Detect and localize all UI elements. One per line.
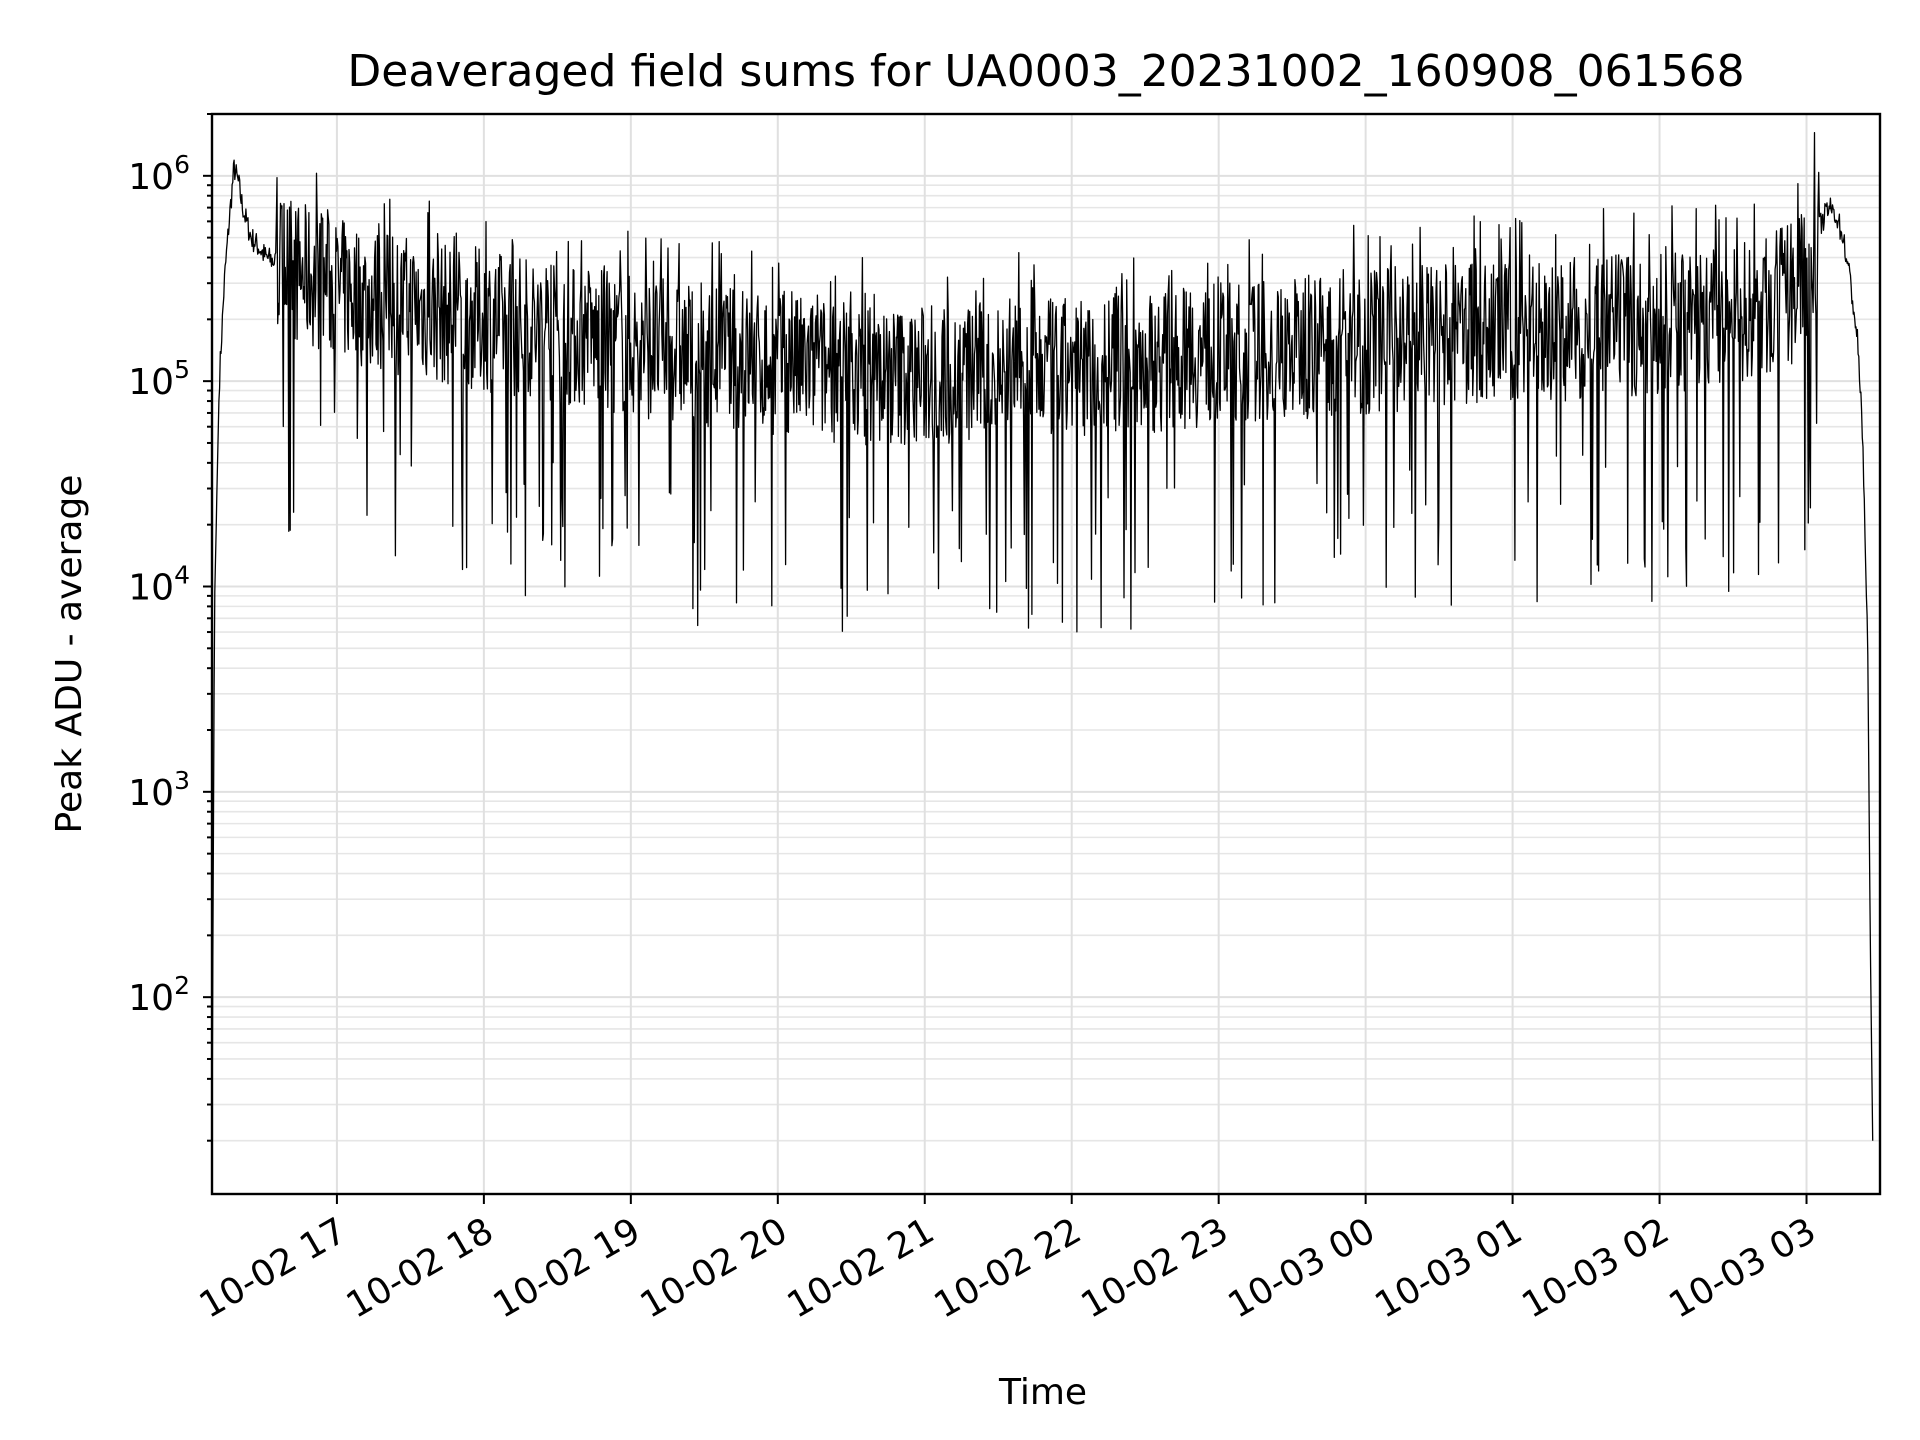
series-point xyxy=(1438,335,1440,337)
series-point xyxy=(257,246,259,248)
series-point xyxy=(336,288,338,290)
series-point xyxy=(311,276,313,278)
x-axis-label: Time xyxy=(998,1372,1087,1413)
series-point xyxy=(1862,442,1864,444)
series-point xyxy=(1732,314,1734,316)
series-point xyxy=(703,353,705,355)
series-point xyxy=(287,266,289,268)
series-point xyxy=(373,298,375,300)
y-tick-label: 104 xyxy=(128,560,190,608)
series-point xyxy=(233,166,235,168)
series-point xyxy=(1849,282,1851,284)
y-tick-label: 106 xyxy=(128,150,190,198)
series-point xyxy=(265,256,267,258)
series-point xyxy=(1769,306,1771,308)
series-point xyxy=(409,306,411,308)
series-point xyxy=(218,380,220,382)
series-point xyxy=(446,314,448,316)
series-point xyxy=(1818,228,1820,230)
y-tick-label-base: 10 xyxy=(128,567,174,608)
plot-frame xyxy=(210,112,1882,1196)
series-point xyxy=(1869,934,1871,936)
chart-title: Deaveraged field sums for UA0003_2023100… xyxy=(347,46,1744,97)
y-tick-label-exponent: 5 xyxy=(174,355,190,384)
series-point xyxy=(1835,213,1837,215)
series-point xyxy=(213,605,215,607)
y-tick-label-base: 10 xyxy=(128,157,174,198)
series-point xyxy=(275,261,277,263)
series-point xyxy=(245,220,247,222)
series-point xyxy=(1827,206,1829,208)
series-point xyxy=(223,282,225,284)
series-point xyxy=(997,372,999,374)
series-point xyxy=(228,220,230,222)
series-point xyxy=(630,344,632,346)
series-point xyxy=(1071,368,1073,370)
series-point xyxy=(1511,330,1513,332)
y-tick-label-exponent: 3 xyxy=(174,766,190,795)
series-point xyxy=(777,364,779,366)
y-tick-label-exponent: 6 xyxy=(174,150,190,179)
series-point xyxy=(324,282,326,284)
series-point xyxy=(1218,353,1220,355)
series-point xyxy=(1291,347,1293,349)
series-line xyxy=(211,131,1874,1141)
grid-layer xyxy=(212,113,1880,1194)
y-tick-label-exponent: 2 xyxy=(174,971,190,1000)
series-point xyxy=(1805,282,1807,284)
series-point xyxy=(1857,344,1859,346)
series-point xyxy=(850,372,852,374)
y-tick-label-base: 10 xyxy=(128,978,174,1019)
series-point xyxy=(1867,647,1869,649)
series-point xyxy=(1658,323,1660,325)
series-point xyxy=(250,236,252,238)
series-point xyxy=(1585,328,1587,330)
y-tick-label: 105 xyxy=(128,355,190,403)
series-layer xyxy=(211,131,1874,1142)
y-tick-label-exponent: 4 xyxy=(174,560,190,589)
series-point xyxy=(924,376,926,378)
y-tick-label: 102 xyxy=(128,971,190,1019)
series-point xyxy=(299,274,301,276)
series-point xyxy=(1144,360,1146,362)
series-point xyxy=(1364,341,1366,343)
y-tick-label: 103 xyxy=(128,766,190,814)
series-point xyxy=(1842,236,1844,238)
series-point xyxy=(238,184,240,186)
series-point xyxy=(240,200,242,202)
series-point xyxy=(556,333,558,335)
y-axis-label: Peak ADU - average xyxy=(49,475,90,834)
y-tick-label-base: 10 xyxy=(128,773,174,814)
y-tick-label-base: 10 xyxy=(128,362,174,403)
series-point xyxy=(483,318,485,320)
series-point xyxy=(1872,1140,1874,1142)
